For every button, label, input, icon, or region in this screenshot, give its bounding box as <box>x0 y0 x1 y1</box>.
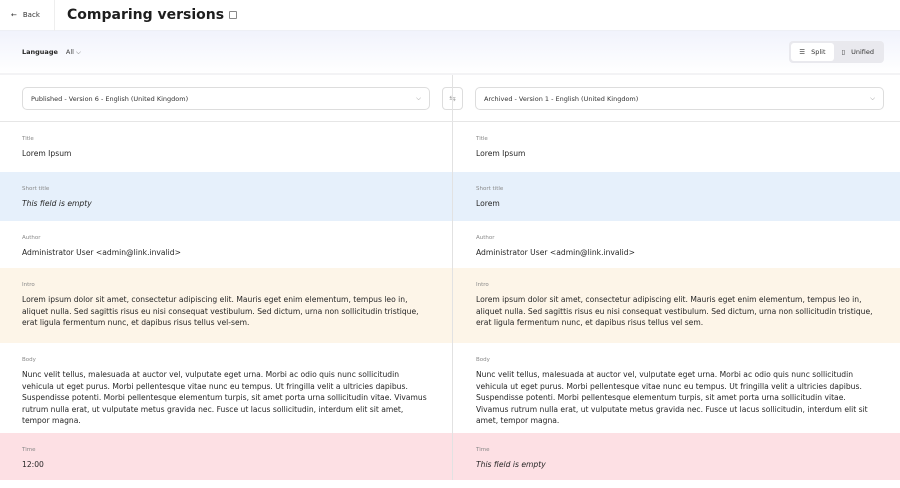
field-label: Intro <box>22 282 35 288</box>
version-selectors: Published - Version 6 - English (United … <box>0 75 900 122</box>
field-row-author: Author Administrator User <admin@link.inv… <box>0 221 900 268</box>
back-label: Back <box>22 11 40 19</box>
left-value: Nunc velit tellus, malesuada at auctor v… <box>22 370 427 426</box>
left-value: Administrator User < <box>22 248 103 257</box>
field-label: Body <box>22 357 36 363</box>
right-value: Administrator User < <box>476 248 557 257</box>
field-row-intro: Intro Lorem ipsum dolor sit amet, consect… <box>0 268 900 343</box>
field-label: Intro <box>476 282 489 288</box>
field-label: Title <box>476 136 488 142</box>
right-value: This field is empty <box>476 460 546 469</box>
right-value-suffix: > <box>628 248 635 257</box>
left-value: Lorem Ipsum <box>22 149 72 158</box>
field-row-short-title: Short title This field is empty Short tit… <box>0 172 900 221</box>
field-label: Time <box>476 447 490 453</box>
left-value: Lorem ipsum dolor sit amet, consectetur … <box>22 295 419 328</box>
email-link[interactable]: admin@link.invalid <box>102 248 175 257</box>
right-value: Lorem Ipsum <box>476 149 526 158</box>
unified-button[interactable]: ▯ Unified <box>834 43 882 61</box>
field-label: Title <box>22 136 34 142</box>
right-version-select[interactable]: Archived - Version 1 - English (United K… <box>475 87 884 110</box>
language-dropdown[interactable]: All ⌵ <box>66 48 81 57</box>
unified-icon: ▯ <box>841 48 846 56</box>
split-icon: ☰ <box>799 48 806 56</box>
right-version-value: Archived - Version 1 - English (United K… <box>484 94 639 103</box>
email-link[interactable]: admin@link.invalid <box>556 248 629 257</box>
unified-label: Unified <box>851 48 874 56</box>
left-version-select[interactable]: Published - Version 6 - English (United … <box>22 87 430 110</box>
field-label: Time <box>22 447 36 453</box>
split-label: Split <box>811 48 826 56</box>
field-label: Author <box>22 235 41 241</box>
field-row-title: Title Lorem Ipsum Title Lorem Ipsum <box>0 122 900 172</box>
field-label: Body <box>476 357 490 363</box>
language-label: Language <box>22 48 58 56</box>
divider <box>452 75 453 121</box>
header: ← Back Comparing versions <box>0 0 900 31</box>
chevron-down-icon: ⌵ <box>76 47 81 56</box>
arrow-left-icon: ← <box>11 11 17 19</box>
right-value: Nunc velit tellus, malesuada at auctor v… <box>476 370 868 426</box>
toolbar: Language All ⌵ ☰ Split ▯ Unified <box>0 31 900 75</box>
left-value-suffix: > <box>174 248 181 257</box>
split-button[interactable]: ☰ Split <box>791 43 834 61</box>
field-row-time: Time 12:00 Time This field is empty <box>0 433 900 480</box>
language-value: All <box>65 47 74 56</box>
field-row-body: Body Nunc velit tellus, malesuada at auct… <box>0 343 900 433</box>
field-label: Short title <box>22 186 50 192</box>
field-label: Author <box>476 235 495 241</box>
view-toggle: ☰ Split ▯ Unified <box>789 41 884 63</box>
left-value: 12:00 <box>22 460 44 469</box>
chevron-down-icon: ⌵ <box>870 94 875 102</box>
info-icon[interactable] <box>229 11 238 19</box>
left-value: This field is empty <box>22 199 92 208</box>
right-value: Lorem ipsum dolor sit amet, consectetur … <box>476 295 873 328</box>
left-version-value: Published - Version 6 - English (United … <box>31 94 189 103</box>
chevron-down-icon: ⌵ <box>416 94 421 102</box>
field-label: Short title <box>476 186 504 192</box>
back-button[interactable]: ← Back <box>0 0 55 31</box>
right-value: Lorem <box>476 199 500 208</box>
page-title: Comparing versions <box>67 7 225 23</box>
